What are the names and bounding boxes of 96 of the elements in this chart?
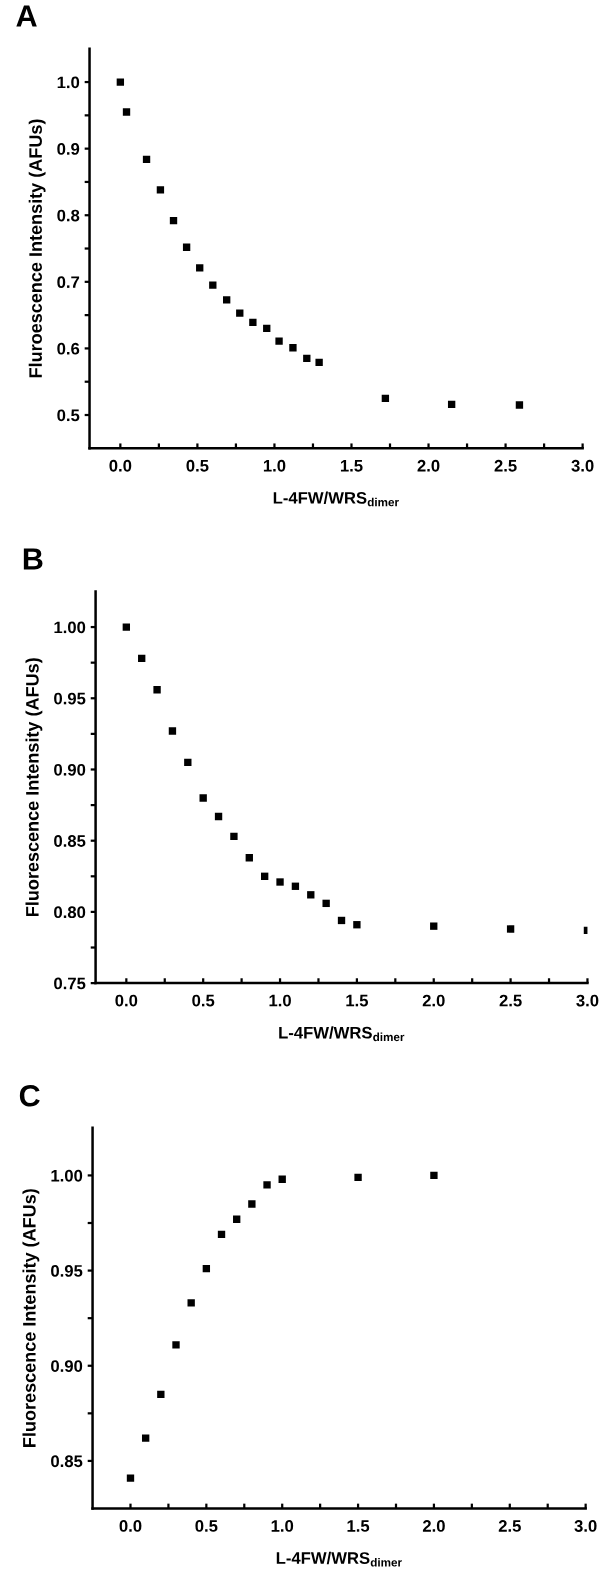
point [322,899,330,908]
point [260,872,269,880]
x-tick-label: 3.0 [574,1520,597,1532]
x-tick-label: 0.5 [186,459,209,472]
x-axis-title: L-4FW/WRS$_{dimer}$ [273,491,399,507]
y-tick-label: 1.0 [57,76,80,89]
chart-title: B [23,548,43,570]
point [182,243,191,251]
point [430,922,438,930]
point [307,891,315,899]
point [202,1265,211,1273]
point [430,1171,438,1180]
y-tick-label: 0.9 [57,143,80,155]
y-tick-label: 0.75 [54,977,86,990]
point [275,337,283,345]
point [196,264,204,272]
point [214,812,223,821]
y-tick-label: 0.80 [54,906,86,919]
point [217,1230,226,1239]
point [138,654,146,663]
point [263,1181,271,1189]
point [168,727,177,735]
x-tick-label: 1.5 [346,994,369,1007]
y-tick-label: 0.90 [54,763,86,776]
point [381,394,390,403]
x-tick-label: 2.5 [499,994,522,1007]
point [230,832,238,841]
point [233,1215,241,1223]
y-tick-label: 0.95 [54,692,86,705]
point [245,854,253,862]
point [187,1299,195,1307]
point [236,309,244,317]
point [276,878,284,886]
y-axis-title: Fluroescence Intensity (AFUs) [28,119,46,378]
x-tick-label: 0.0 [119,1520,142,1532]
point [248,1200,256,1208]
x-axis-title: L-4FW/WRS$_{dimer}$ [279,1026,405,1042]
x-tick-label: 0.0 [109,459,132,472]
point [303,354,311,363]
x-tick-label: 2.5 [494,459,517,472]
point [122,623,131,631]
x-tick-label: 0.0 [115,994,138,1007]
y-tick-label: 0.5 [57,409,80,422]
point [209,281,217,289]
point [156,186,165,194]
chart-title: C [19,1084,40,1107]
point [142,155,151,163]
point [122,108,131,116]
x-tick-label: 2.0 [417,459,440,472]
y-axis-title: Fluorescence Intensity (AFUs) [25,658,43,916]
point [353,921,361,929]
y-tick-label: 0.8 [57,209,80,222]
y-tick-label: 0.7 [57,276,80,289]
point [169,216,178,225]
y-tick-label: 0.85 [51,1455,83,1468]
point [157,1390,165,1398]
point [153,686,161,694]
point [278,1175,286,1183]
x-tick-label: 1.5 [347,1520,370,1532]
chart-title: A [16,5,37,27]
x-tick-label: 2.0 [422,994,445,1007]
x-tick-label: 2.0 [422,1520,445,1532]
y-tick-label: 0.85 [54,835,86,847]
point [337,916,346,925]
y-tick-label: 1.00 [51,1169,83,1182]
point [291,882,300,890]
point [126,1474,135,1482]
x-tick-label: 0.5 [195,1520,218,1532]
point [447,400,456,409]
point [184,758,192,767]
point [141,1434,150,1442]
y-axis-title: Fluorescence Intensity (AFUs) [22,1189,40,1447]
point [116,78,125,86]
point [172,1341,180,1349]
x-tick-label: 3.0 [571,459,594,472]
x-axis-title: L-4FW/WRS$_{dimer}$ [276,1551,402,1567]
point [223,296,231,304]
point [289,344,297,352]
y-tick-label: 0.95 [51,1264,83,1277]
y-tick-label: 0.90 [51,1360,83,1372]
point [315,358,323,367]
point [249,318,257,327]
point [263,324,271,333]
x-tick-label: 3.0 [576,994,599,1007]
point [515,401,524,409]
x-tick-label: 1.0 [271,1520,294,1532]
x-tick-label: 0.5 [192,994,215,1007]
point [506,925,515,933]
y-tick-label: 1.00 [54,621,86,634]
point [199,794,207,802]
x-tick-label: 1.0 [263,459,286,472]
x-tick-label: 2.5 [498,1520,521,1532]
y-tick-label: 0.6 [57,342,80,355]
x-tick-label: 1.0 [269,994,291,1007]
x-tick-label: 1.5 [340,460,363,472]
point [354,1173,362,1181]
